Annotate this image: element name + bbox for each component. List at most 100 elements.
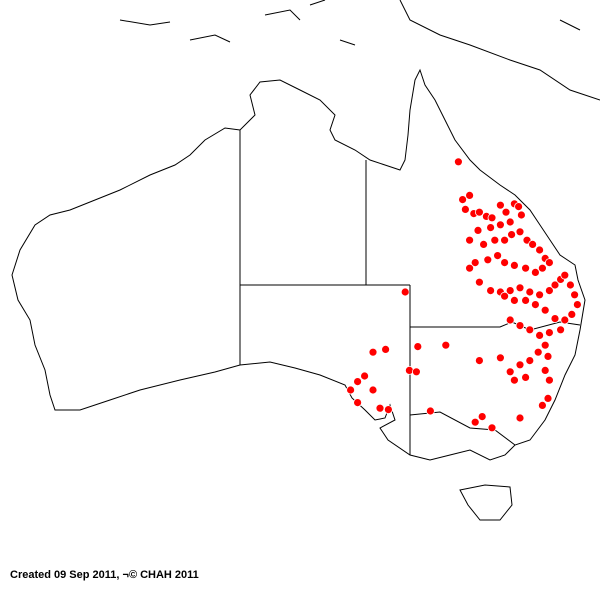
- occurrence-points: [346, 157, 582, 433]
- occurrence-point: [560, 315, 570, 325]
- occurrence-point: [550, 314, 560, 324]
- occurrence-point: [521, 295, 530, 305]
- occurrence-point: [474, 207, 484, 217]
- occurrence-point: [495, 200, 505, 210]
- occurrence-point: [495, 353, 505, 363]
- occurrence-point: [501, 207, 511, 217]
- occurrence-point: [425, 406, 435, 416]
- occurrence-point: [525, 356, 535, 366]
- qld-nsw-border: [410, 321, 581, 331]
- occurrence-point: [458, 195, 468, 205]
- occurrence-point: [470, 417, 480, 427]
- occurrence-point: [486, 286, 496, 296]
- occurrence-point: [545, 375, 554, 385]
- occurrence-point: [543, 393, 553, 403]
- occurrence-point: [535, 290, 544, 300]
- island-fragments: [119, 0, 581, 46]
- occurrence-point: [515, 360, 525, 370]
- occurrence-point: [510, 260, 519, 270]
- occurrence-point: [487, 423, 497, 433]
- occurrence-point: [525, 287, 535, 297]
- occurrence-point: [487, 213, 497, 223]
- occurrence-point: [474, 356, 484, 366]
- occurrence-point: [531, 300, 540, 310]
- occurrence-point: [500, 291, 510, 301]
- occurrence-point: [525, 325, 535, 335]
- occurrence-point: [528, 239, 537, 249]
- occurrence-point: [545, 258, 554, 268]
- occurrence-point: [368, 347, 378, 357]
- occurrence-point: [486, 223, 496, 233]
- occurrence-point: [465, 235, 475, 245]
- occurrence-point: [400, 287, 410, 297]
- occurrence-point: [514, 202, 523, 212]
- occurrence-point: [500, 235, 510, 245]
- occurrence-point: [346, 385, 356, 395]
- occurrence-point: [474, 277, 484, 287]
- occurrence-point: [515, 413, 525, 423]
- occurrence-point: [556, 325, 565, 335]
- occurrence-point: [413, 342, 423, 352]
- occurrence-point: [465, 263, 475, 273]
- map-caption: Created 09 Sep 2011, ¬© CHAH 2011: [10, 569, 199, 581]
- occurrence-point: [493, 251, 503, 261]
- occurrence-point: [550, 280, 560, 290]
- occurrence-point: [545, 328, 554, 338]
- occurrence-point: [500, 258, 510, 268]
- occurrence-point: [515, 321, 525, 331]
- occurrence-point: [360, 371, 370, 381]
- occurrence-point: [535, 330, 544, 340]
- occurrence-point: [507, 230, 517, 240]
- occurrence-point: [545, 286, 554, 296]
- coastline: [11, 0, 600, 521]
- occurrence-point: [404, 365, 414, 375]
- occurrence-point: [538, 400, 547, 410]
- occurrence-point: [560, 270, 570, 280]
- occurrence-point: [470, 258, 480, 268]
- occurrence-point: [540, 340, 550, 350]
- occurrence-point: [521, 263, 530, 273]
- occurrence-point: [353, 377, 363, 387]
- occurrence-point: [383, 405, 393, 415]
- occurrence-point: [510, 295, 519, 305]
- occurrence-point: [510, 375, 519, 385]
- occurrence-point: [495, 220, 505, 230]
- tasmania-coast: [459, 484, 513, 521]
- occurrence-point: [566, 280, 575, 290]
- occurrence-point: [515, 283, 525, 293]
- occurrence-point: [505, 367, 515, 377]
- occurrence-point: [505, 286, 515, 296]
- occurrence-point: [353, 398, 363, 408]
- occurrence-point: [538, 263, 547, 273]
- occurrence-point: [540, 365, 550, 375]
- occurrence-point: [515, 227, 525, 237]
- occurrence-point: [483, 255, 493, 265]
- occurrence-point: [521, 372, 530, 382]
- occurrence-point: [517, 210, 526, 220]
- occurrence-point: [479, 239, 489, 249]
- occurrence-point: [381, 344, 391, 354]
- occurrence-point: [567, 309, 577, 319]
- new-guinea-coast: [399, 0, 600, 101]
- occurrence-point: [540, 305, 550, 315]
- occurrence-point: [505, 315, 515, 325]
- occurrence-point: [490, 235, 500, 245]
- occurrence-point: [453, 157, 463, 167]
- occurrence-point: [375, 403, 385, 413]
- occurrence-point: [411, 367, 421, 377]
- occurrence-point: [465, 190, 475, 200]
- occurrence-point: [573, 300, 582, 310]
- occurrence-point: [477, 412, 487, 422]
- mainland-australia-coast: [11, 68, 586, 461]
- occurrence-point: [441, 340, 451, 350]
- occurrence-point: [460, 204, 470, 214]
- occurrence-point: [505, 217, 515, 227]
- occurrence-point: [570, 290, 579, 300]
- occurrence-point: [531, 267, 540, 277]
- nsw-vic-border: [409, 411, 516, 446]
- occurrence-point: [543, 351, 553, 361]
- occurrence-point: [368, 385, 378, 395]
- occurrence-point: [535, 245, 544, 255]
- occurrence-point: [473, 225, 483, 235]
